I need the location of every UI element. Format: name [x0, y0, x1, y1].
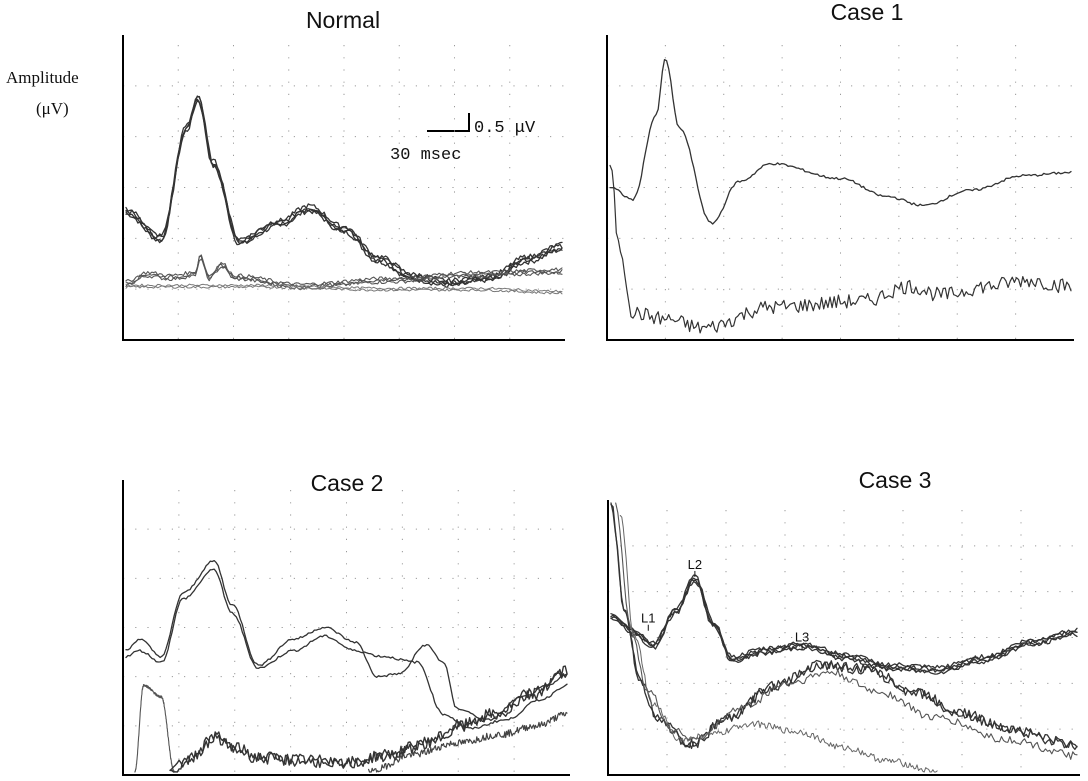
peak-label: L2 — [688, 557, 702, 572]
scale-bar: 0.5 μV 30 msec — [390, 113, 536, 165]
trace-series-4 — [169, 670, 568, 773]
trace-series-3 — [615, 502, 1078, 760]
panel-1: Normal — [122, 7, 565, 341]
panel-3: Case 2 — [122, 470, 570, 776]
trace-series-1 — [125, 95, 563, 284]
y-label-unit: (μV) — [36, 99, 69, 118]
trace-series-2 — [609, 164, 1072, 334]
panels: Normal Case 1 Case 2 Case 3 L1 L2 L3 — [122, 0, 1080, 776]
trace-series-2 — [125, 254, 563, 287]
trace-series-5 — [368, 711, 568, 773]
panel-2: Case 1 — [606, 0, 1074, 341]
trace-series-2 — [125, 568, 568, 730]
trace-series-1 — [610, 574, 1078, 669]
grid — [123, 45, 565, 340]
trace-series-1 — [610, 579, 1078, 673]
scale-bar-time: 30 msec — [390, 146, 461, 165]
axes — [606, 35, 1074, 341]
scale-bar-amplitude: 0.5 μV — [474, 119, 536, 138]
trace-series-1 — [125, 98, 563, 286]
trace-series-3 — [125, 283, 563, 293]
panel-title: Case 2 — [311, 470, 384, 496]
trace-series-4 — [169, 665, 568, 772]
panel-title: Case 1 — [831, 0, 904, 25]
trace-series-4 — [619, 515, 938, 773]
y-axis-label: Amplitude (μV) — [6, 68, 79, 118]
axes — [122, 480, 570, 776]
peak-label: L3 — [795, 630, 809, 645]
panel-4: Case 3 L1 L2 L3 — [607, 467, 1080, 776]
peak-label: L1 — [641, 611, 655, 626]
scale-bar-lines — [427, 113, 470, 132]
trace-series-3 — [134, 684, 176, 773]
y-label-amplitude: Amplitude — [6, 68, 79, 87]
trace-series-1 — [609, 58, 1072, 225]
axes — [122, 35, 565, 341]
grid — [607, 45, 1074, 340]
trace-series-2 — [610, 502, 1078, 751]
trace-series-2 — [610, 503, 1078, 749]
trace-series-1 — [125, 559, 568, 722]
panel-title: Normal — [306, 7, 380, 33]
grid — [123, 490, 570, 775]
panel-title: Case 3 — [859, 467, 932, 493]
axes — [607, 500, 1080, 776]
